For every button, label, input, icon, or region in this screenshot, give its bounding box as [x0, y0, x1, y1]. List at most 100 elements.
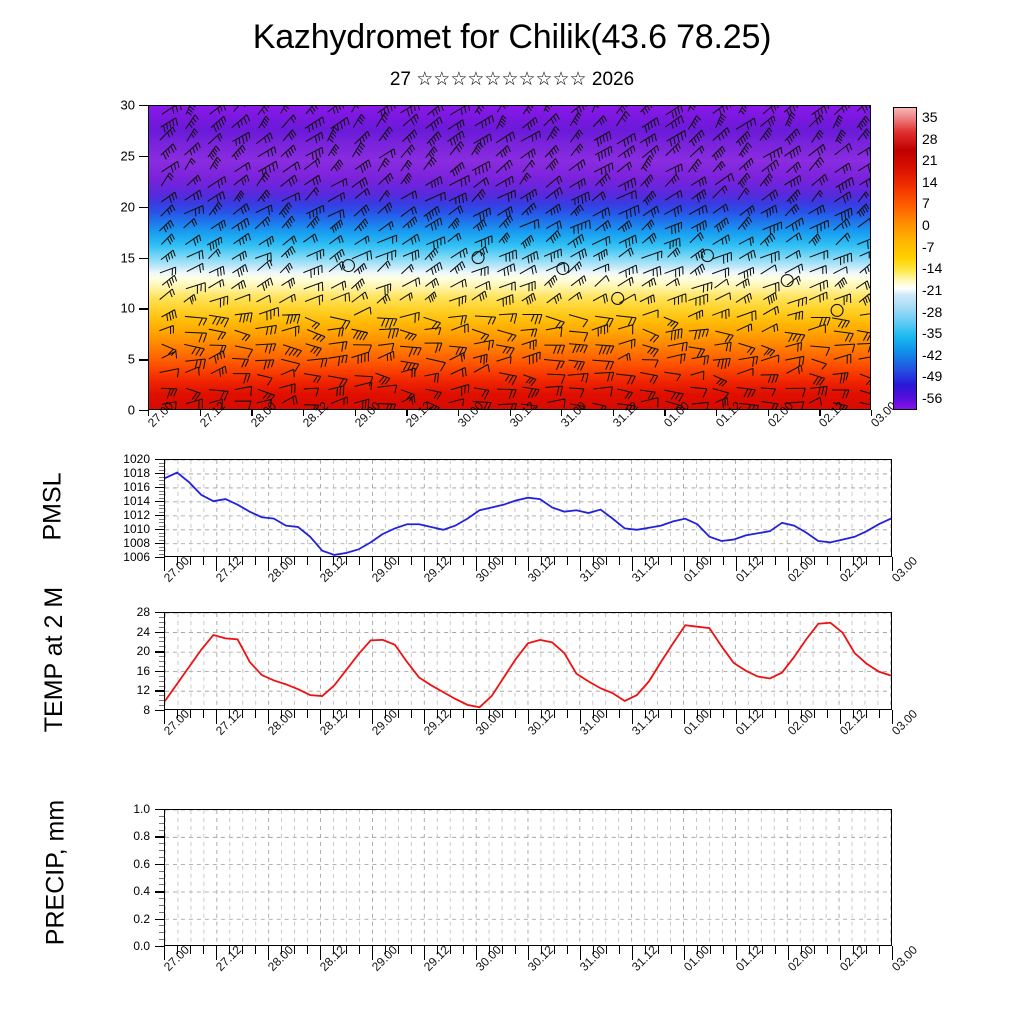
x-tick-mark-minor [294, 557, 295, 565]
x-tick-mark [684, 557, 686, 571]
x-tick-mark [561, 410, 563, 416]
x-tick-mark [320, 946, 322, 960]
x-tick-label: 31.00 [577, 553, 609, 585]
calm-wind-circle [341, 259, 355, 273]
x-tick-mark [457, 410, 460, 416]
x-tick-mark-minor [281, 557, 282, 565]
y-tick-label: 1018 [123, 466, 150, 480]
colorbar-tick-label: 28 [922, 130, 938, 147]
x-tick-mark-minor [398, 710, 399, 718]
x-tick-mark-minor [502, 946, 503, 954]
x-tick-mark-minor [242, 557, 243, 565]
x-tick-label: 28.00 [265, 706, 297, 738]
x-tick-mark-minor [814, 946, 815, 954]
x-tick-mark-minor [190, 946, 191, 954]
x-tick-mark-minor [827, 710, 828, 718]
x-tick-mark [684, 710, 686, 724]
x-tick-label: 29.00 [369, 706, 401, 738]
y-tick-mark-minor [159, 476, 164, 478]
y-tick-mark [139, 257, 148, 259]
x-tick-label: 28.12 [317, 706, 349, 738]
colorbar-tick-label: -7 [922, 238, 935, 255]
x-tick-label: 31.12 [629, 706, 661, 738]
y-tick-mark-minor [159, 480, 164, 481]
x-tick-mark [164, 946, 166, 960]
x-tick-label: 02.00 [785, 706, 817, 738]
x-tick-mark [528, 710, 530, 724]
x-tick-mark [406, 410, 408, 416]
x-tick-mark-minor [502, 557, 503, 565]
x-tick-mark-minor [762, 557, 763, 565]
x-tick-mark-minor [502, 710, 503, 718]
x-tick-label: 01.00 [681, 553, 713, 585]
y-tick-label: 10 [120, 300, 135, 316]
y-tick-label: 1010 [123, 522, 150, 536]
x-tick-mark-minor [229, 557, 230, 565]
x-tick-mark-minor [554, 946, 555, 954]
calm-wind-circle [780, 273, 794, 288]
y-tick-label: 12 [136, 683, 150, 698]
y-tick-mark [155, 515, 164, 517]
x-tick-mark [424, 557, 426, 571]
y-tick-mark-minor [159, 911, 164, 913]
x-tick-mark [684, 946, 686, 960]
x-tick-mark [788, 557, 790, 571]
x-tick-mark-minor [255, 557, 256, 565]
x-tick-mark-minor [411, 557, 412, 565]
x-tick-mark [580, 710, 582, 724]
x-tick-mark-minor [866, 557, 867, 565]
x-tick-mark [664, 410, 666, 416]
y-tick-mark [139, 105, 148, 107]
subtitle-day: 27 [389, 69, 411, 90]
x-tick-label: 03.00 [889, 706, 921, 738]
x-tick-mark-minor [619, 946, 620, 954]
x-tick-label: 01.12 [733, 942, 765, 974]
y-tick-mark [155, 612, 164, 614]
x-tick-mark-minor [463, 710, 464, 718]
x-tick-mark-minor [515, 946, 516, 954]
y-tick-mark-minor [159, 843, 164, 845]
x-tick-mark [320, 710, 322, 724]
colorbar-tick-label: 35 [922, 109, 938, 125]
x-tick-label: 30.12 [525, 942, 557, 974]
pmsl-plot-area [164, 459, 892, 557]
x-tick-mark-minor [177, 710, 178, 718]
y-tick-mark-minor [159, 469, 164, 471]
y-tick-mark-minor [159, 553, 164, 555]
y-tick-label: 1008 [123, 536, 150, 550]
x-tick-mark-minor [762, 710, 763, 718]
x-tick-mark-minor [801, 946, 802, 954]
x-tick-mark-minor [801, 557, 802, 565]
x-tick-mark-minor [359, 557, 360, 565]
y-tick-mark-minor [159, 504, 164, 506]
x-tick-label: 31.12 [629, 942, 661, 974]
page-subtitle: 27 ☆☆☆☆☆☆☆☆☆☆ 2026 [0, 68, 1024, 91]
x-tick-mark-minor [359, 946, 360, 954]
y-tick-mark [155, 918, 164, 920]
x-tick-mark [164, 710, 166, 724]
y-tick-mark-minor [159, 665, 164, 667]
x-tick-mark-minor [437, 710, 438, 718]
x-tick-label: 27.00 [161, 942, 193, 974]
x-tick-label: 29.00 [369, 942, 401, 974]
x-tick-label: 03.00 [889, 553, 921, 585]
x-tick-mark-minor [307, 710, 308, 718]
y-tick-mark-minor [159, 877, 164, 879]
x-tick-mark [148, 410, 150, 416]
x-tick-mark-minor [749, 946, 750, 954]
x-tick-label: 27.12 [213, 706, 245, 738]
x-tick-label: 30.00 [473, 553, 505, 585]
x-tick-mark-minor [853, 710, 854, 718]
y-tick-mark-minor [159, 932, 164, 934]
x-tick-mark-minor [606, 557, 607, 565]
y-tick-mark [155, 487, 164, 489]
x-tick-mark-minor [242, 710, 243, 718]
y-tick-mark-minor [159, 539, 164, 541]
y-tick-mark-minor [159, 822, 164, 824]
x-tick-mark [892, 557, 894, 571]
y-tick-mark-minor [159, 661, 164, 662]
y-tick-mark [155, 710, 164, 712]
x-tick-mark-minor [671, 557, 672, 565]
x-tick-mark [788, 710, 790, 724]
x-tick-mark [580, 557, 582, 571]
